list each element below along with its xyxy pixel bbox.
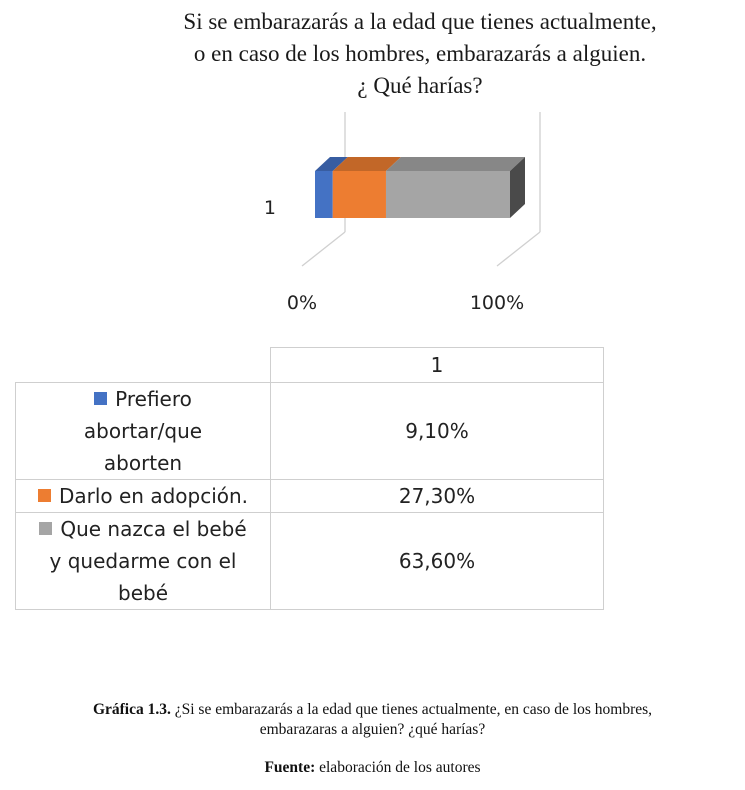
legend-text-line: aborten bbox=[103, 451, 183, 475]
bar-side-face bbox=[510, 157, 525, 218]
legend-text-line: y quedarme con el bbox=[49, 549, 237, 573]
legend-swatch-orange bbox=[37, 489, 51, 502]
chart-title: Si se embarazarás a la edad que tienes a… bbox=[100, 6, 740, 102]
source-note: Fuente: elaboración de los autores bbox=[0, 758, 745, 778]
legend-label-cell: Que nazca el bebé y quedarme con el bebé bbox=[15, 512, 271, 610]
data-table: 1 Prefiero abortar/que aborten 9,10% Dar… bbox=[15, 347, 604, 610]
x-tick-label-0: 0% bbox=[287, 292, 317, 314]
legend-label-cell: Darlo en adopción. bbox=[15, 479, 271, 513]
table-corner bbox=[15, 347, 271, 383]
legend-swatch-gray bbox=[39, 522, 53, 535]
y-tick-label: 1 bbox=[264, 197, 276, 219]
x-tick-label-100: 100% bbox=[470, 292, 524, 314]
bar-segment-top-1 bbox=[332, 157, 401, 171]
bar-segment-top-2 bbox=[385, 157, 525, 171]
table-row: Prefiero abortar/que aborten 9,10% bbox=[15, 382, 604, 480]
legend-text-line: Que nazca el bebé bbox=[60, 517, 247, 541]
chart-title-line-3: ¿ Qué harías? bbox=[357, 73, 483, 98]
table-header-row: 1 bbox=[15, 347, 604, 383]
chart-plot: 1 0% 100% bbox=[264, 112, 541, 314]
floor-right-edge bbox=[496, 231, 541, 267]
stacked-bar bbox=[315, 157, 525, 218]
figure-caption: Gráfica 1.3. ¿Si se embarazarás a la eda… bbox=[0, 700, 745, 740]
source-label: Fuente: bbox=[264, 759, 316, 776]
table-row: Que nazca el bebé y quedarme con el bebé… bbox=[15, 512, 604, 610]
legend-swatch-blue bbox=[94, 392, 108, 405]
table-header-cell: 1 bbox=[270, 347, 604, 383]
bar-segment-0 bbox=[315, 171, 333, 218]
bar-segment-1 bbox=[332, 171, 386, 218]
value-cell: 63,60% bbox=[270, 512, 604, 610]
legend-text-line: Darlo en adopción. bbox=[58, 484, 249, 508]
table-row: Darlo en adopción. 27,30% bbox=[15, 479, 604, 513]
legend-text-line: abortar/que bbox=[83, 419, 203, 443]
caption-text-line-1: ¿Si se embarazarás a la edad que tienes … bbox=[174, 701, 653, 718]
value-cell: 9,10% bbox=[270, 382, 604, 480]
legend-text-line: Prefiero bbox=[115, 387, 192, 411]
chart-title-line-1: Si se embarazarás a la edad que tienes a… bbox=[183, 9, 657, 34]
value-cell: 27,30% bbox=[270, 479, 604, 513]
caption-label: Gráfica 1.3. bbox=[92, 701, 171, 718]
caption-text-line-2: embarazaras a alguien? ¿qué harías? bbox=[259, 721, 486, 738]
legend-text-line: bebé bbox=[118, 581, 168, 605]
chart-title-line-2: o en caso de los hombres, embarazarás a … bbox=[193, 41, 647, 66]
bar-segment-2 bbox=[385, 171, 510, 218]
source-text: elaboración de los autores bbox=[319, 759, 481, 776]
floor-left-edge bbox=[301, 231, 346, 267]
bar-segment-top-0 bbox=[315, 157, 348, 171]
legend-label-cell: Prefiero abortar/que aborten bbox=[15, 382, 271, 480]
